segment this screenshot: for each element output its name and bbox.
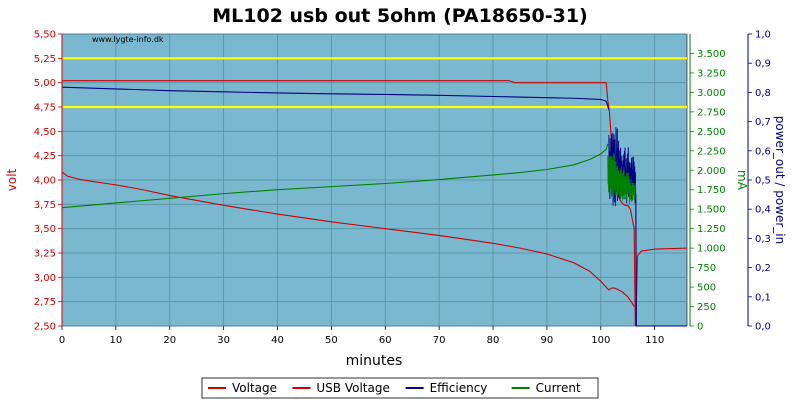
chart-title: ML102 usb out 5ohm (PA18650-31) — [212, 5, 588, 27]
series-layer — [61, 80, 688, 327]
x-tick-label: 10 — [110, 335, 123, 346]
series-current — [607, 152, 636, 204]
legend-box — [201, 377, 599, 399]
mid-tick-label: 750 — [697, 263, 716, 274]
legend-label: Current — [536, 381, 581, 395]
x-tick-label: 60 — [379, 335, 392, 346]
series-efficiency — [635, 194, 687, 327]
x-axis-label: minutes — [346, 353, 403, 369]
mid-tick-label: 2.500 — [697, 127, 726, 138]
right-tick-label: 0,1 — [755, 292, 771, 303]
left-tick-label: 3,50 — [34, 224, 56, 235]
x-tick-label: 70 — [433, 335, 446, 346]
left-tick-label: 2,50 — [34, 322, 56, 333]
mid-tick-label: 500 — [697, 283, 716, 294]
legend-label: USB Voltage — [316, 381, 389, 395]
mid-tick-label: 2.750 — [697, 107, 726, 118]
mid-tick-label: 1.000 — [697, 244, 726, 255]
mid-tick-label: 1.250 — [697, 224, 726, 235]
left-tick-label: 5,25 — [34, 54, 56, 65]
right-tick-label: 0,0 — [755, 322, 771, 333]
right-tick-label: 0,9 — [755, 59, 771, 70]
left-tick-label: 5,00 — [34, 78, 56, 89]
left-tick-label: 3,00 — [34, 273, 56, 284]
left-tick-label: 5,50 — [34, 30, 56, 41]
x-tick-label: 30 — [217, 335, 230, 346]
left-tick-label: 4,25 — [34, 151, 56, 162]
series-voltage — [635, 247, 688, 327]
mid-tick-label: 2.250 — [697, 146, 726, 157]
right-tick-label: 0,8 — [755, 88, 771, 99]
reference-lines — [62, 57, 687, 109]
x-tick-label: 40 — [271, 335, 284, 346]
right-tick-label: 0,4 — [755, 205, 771, 216]
mid-tick-label: 250 — [697, 302, 716, 313]
left-axis-label: volt — [5, 168, 19, 191]
left-tick-label: 3,75 — [34, 200, 56, 211]
x-tick-label: 110 — [645, 335, 664, 346]
legend-label: Efficiency — [430, 381, 488, 395]
legend-label: Voltage — [232, 381, 277, 395]
x-tick-label: 100 — [591, 335, 610, 346]
x-tick-label: 0 — [59, 335, 65, 346]
left-tick-label: 4,00 — [34, 176, 56, 187]
series-current — [61, 143, 609, 209]
left-tick-label: 2,75 — [34, 297, 56, 308]
right-tick-label: 0,3 — [755, 234, 771, 245]
series-voltage — [61, 171, 635, 307]
series-efficiency — [61, 86, 610, 111]
right-tick-label: 1,0 — [755, 30, 771, 41]
right-axis-label: power_out / power_in — [773, 116, 787, 244]
mid-tick-label: 3.250 — [697, 68, 726, 79]
x-tick-label: 50 — [325, 335, 338, 346]
legend: Voltage USB Voltage Efficiency Current — [201, 377, 599, 399]
mid-tick-label: 3.500 — [697, 49, 726, 60]
x-tick-label: 80 — [487, 335, 500, 346]
axes: 0 10 20 30 40 50 60 70 80 90 100 110 2,50 2,75 3,00 3,2… — [34, 30, 771, 347]
right-tick-label: 0,2 — [755, 263, 771, 274]
x-tick-label: 90 — [541, 335, 554, 346]
mid-tick-label: 3.000 — [697, 88, 726, 99]
watermark: www.lygte-info.dk — [92, 35, 164, 44]
left-tick-label: 3,25 — [34, 249, 56, 260]
mid-tick-label: 2.000 — [697, 166, 726, 177]
mid-tick-label: 1.500 — [697, 205, 726, 216]
right-tick-label: 0,5 — [755, 176, 771, 187]
mid-tick-label: 0 — [697, 322, 703, 333]
mid-axis-label: mA — [735, 170, 749, 191]
right-tick-label: 0,6 — [755, 146, 771, 157]
left-tick-label: 4,75 — [34, 103, 56, 114]
right-tick-label: 0,7 — [755, 117, 771, 128]
mid-tick-label: 1.750 — [697, 185, 726, 196]
x-tick-label: 20 — [163, 335, 176, 346]
left-tick-label: 4,50 — [34, 127, 56, 138]
